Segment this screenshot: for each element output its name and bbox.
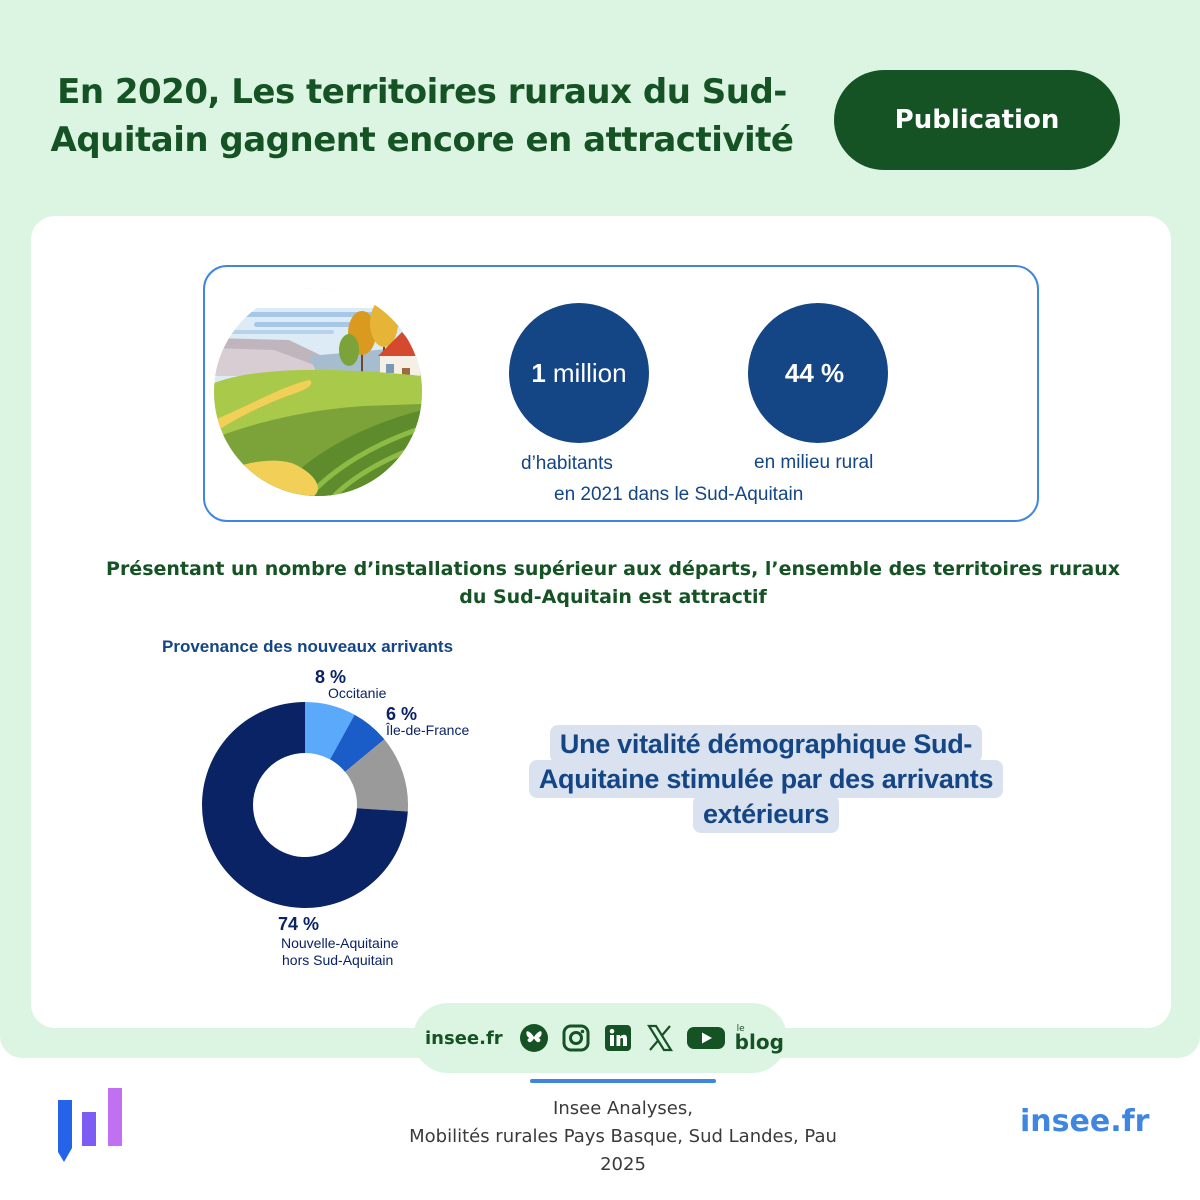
blog-text: blog	[734, 1029, 784, 1054]
chart-title: Provenance des nouveaux arrivants	[162, 637, 454, 656]
x-icon[interactable]	[643, 1021, 677, 1055]
population-label: d’habitants	[521, 453, 613, 474]
slice-label-ile-de-france: 6 % Île-de-France	[386, 704, 469, 739]
vitality-callout: Une vitalité démographique Sud-Aquitaine…	[526, 725, 1006, 833]
slice-name-occitanie: Occitanie	[328, 685, 387, 701]
footer-divider	[530, 1079, 716, 1083]
slice-value-ile-de-france: 6 %	[386, 704, 418, 724]
slice-value-nouvelle-aquitaine: 74 %	[278, 914, 320, 934]
page-title: En 2020, Les territoires ruraux du Sud-A…	[50, 72, 794, 160]
stats-context: en 2021 dans le Sud-Aquitain	[554, 484, 804, 505]
section-subtitle: Présentant un nombre d’installations sup…	[106, 558, 1120, 608]
slice-name-nouvelle-aquitaine-line2: hors Sud-Aquitain	[282, 952, 394, 968]
rural-value: 44 %	[784, 357, 845, 388]
slice-label-occitanie: 8 % Occitanie	[315, 667, 386, 702]
social-site-link[interactable]: insee.fr	[425, 1027, 503, 1049]
population-stat-circle: 1 million	[509, 303, 649, 443]
youtube-icon[interactable]	[685, 1021, 727, 1055]
source-line-1: Insee Analyses,	[553, 1098, 693, 1119]
vitality-text: Une vitalité démographique Sud-Aquitaine…	[528, 725, 1004, 833]
footer-source: Insee Analyses, Mobilités rurales Pays B…	[370, 1095, 876, 1179]
slice-label-nouvelle-aquitaine: 74 % Nouvelle-Aquitaine hors Sud-Aquitai…	[278, 914, 399, 969]
blog-small-text: le	[736, 1023, 745, 1034]
linkedin-icon[interactable]	[601, 1021, 635, 1055]
stats-box	[203, 265, 1039, 522]
donut-slice-ile-de-france	[330, 714, 385, 772]
slice-value-occitanie: 8 %	[315, 667, 347, 687]
insee-logo-icon	[58, 1086, 124, 1164]
blog-icon[interactable]: le blog	[734, 1023, 784, 1054]
donut-chart	[202, 702, 408, 908]
footer-site-link[interactable]: insee.fr	[1020, 1104, 1150, 1139]
instagram-icon[interactable]	[559, 1021, 593, 1055]
publication-button[interactable]: Publication	[834, 70, 1120, 170]
rural-stat-circle: 44 %	[748, 303, 888, 443]
social-bar: insee.fr le blog	[413, 1003, 787, 1073]
rural-label: en milieu rural	[754, 452, 874, 473]
bluesky-icon[interactable]	[517, 1021, 551, 1055]
source-line-2: Mobilités rurales Pays Basque, Sud Lande…	[409, 1126, 837, 1147]
rural-landscape-illustration	[214, 288, 422, 496]
population-unit: million	[552, 357, 627, 388]
donut-slice-other	[345, 739, 408, 812]
slice-name-ile-de-france: Île-de-France	[386, 722, 470, 738]
population-value: 1	[531, 357, 546, 388]
donut-slice-occitanie	[305, 702, 355, 760]
donut-slice-nouvelle-aquitaine	[202, 702, 408, 908]
source-line-3: 2025	[600, 1154, 646, 1175]
slice-name-nouvelle-aquitaine-line1: Nouvelle-Aquitaine	[281, 935, 399, 951]
